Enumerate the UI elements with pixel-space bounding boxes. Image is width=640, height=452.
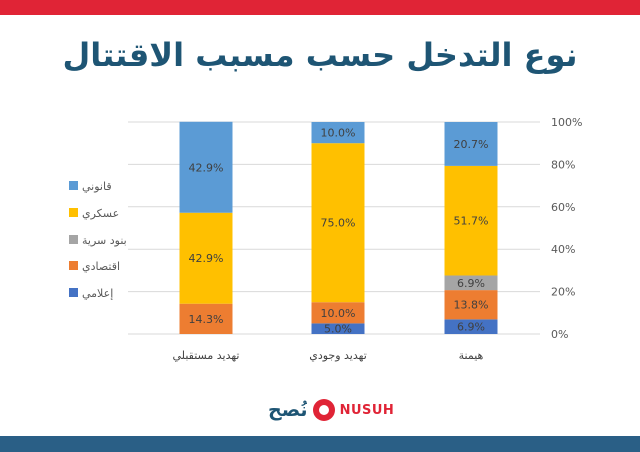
legend-label: اقتصادي	[82, 260, 120, 273]
y-tick-label: 100%	[551, 116, 582, 129]
y-tick-label: 80%	[551, 158, 575, 171]
legend-swatch	[69, 288, 78, 297]
bar-segment	[311, 143, 365, 303]
brand-arabic-name: نُصح	[268, 399, 308, 421]
legend-label: عسكري	[82, 207, 119, 220]
bar-segment	[444, 290, 498, 320]
bar-segment	[311, 122, 365, 144]
legend-label: بنود سرية	[82, 234, 127, 247]
data-label: 10.0%	[321, 127, 356, 140]
data-label: 6.9%	[457, 321, 485, 334]
category-label: تهديد مستقبلي	[173, 349, 240, 362]
bar-segment	[311, 302, 365, 324]
data-label: 14.3%	[189, 313, 224, 326]
data-label: 20.7%	[454, 138, 489, 151]
category-label: تهديد وجودي	[309, 349, 367, 362]
data-label: 42.9%	[189, 161, 224, 174]
legend-swatch	[69, 181, 78, 190]
brand-logo: نُصح NUSUH	[268, 396, 394, 424]
data-label: 6.9%	[457, 277, 485, 290]
bar-segment	[444, 122, 498, 166]
legend-swatch	[69, 235, 78, 244]
brand-latin-name: NUSUH	[339, 402, 395, 418]
bar-segment	[179, 212, 233, 304]
bar-segment	[311, 323, 365, 334]
legend-label: إعلامي	[82, 287, 113, 300]
top-accent-bar	[0, 0, 640, 15]
bar-segment	[444, 275, 498, 291]
data-label: 5.0%	[324, 323, 352, 336]
legend-swatch	[69, 261, 78, 270]
data-label: 10.0%	[321, 307, 356, 320]
data-label: 42.9%	[189, 252, 224, 265]
y-tick-label: 0%	[551, 328, 568, 341]
bar-segment	[179, 121, 233, 213]
bar-segment	[179, 303, 233, 334]
data-label: 51.7%	[454, 215, 489, 228]
brand-mark-icon	[312, 399, 335, 421]
chart-title: نوع التدخل حسب مسبب الاقتتال	[62, 36, 578, 74]
bar-segment	[444, 165, 498, 276]
category-label: هيمنة	[459, 349, 484, 362]
bar-segment	[444, 319, 498, 334]
legend-label: قانوني	[82, 180, 112, 193]
bottom-accent-bar	[0, 436, 640, 452]
data-label: 75.0%	[321, 217, 356, 230]
data-label: 13.8%	[454, 299, 489, 312]
y-tick-label: 60%	[551, 201, 575, 214]
y-tick-label: 20%	[551, 286, 575, 299]
y-tick-label: 40%	[551, 243, 575, 256]
legend-swatch	[69, 208, 78, 217]
